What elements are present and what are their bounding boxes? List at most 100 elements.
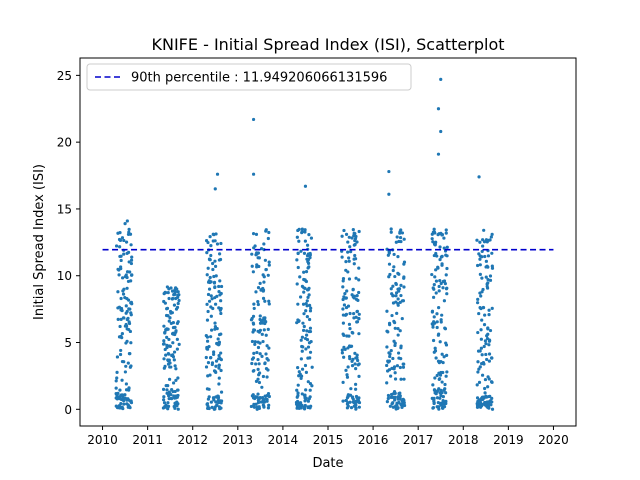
x-tick-label: 2017	[403, 433, 434, 447]
data-point	[343, 292, 347, 296]
data-point	[437, 289, 441, 293]
data-point	[255, 350, 259, 355]
data-point	[256, 377, 260, 381]
data-point	[308, 317, 312, 322]
data-point	[162, 395, 166, 399]
data-point	[125, 309, 129, 314]
data-point	[172, 404, 176, 409]
data-point	[119, 258, 123, 263]
data-point	[126, 361, 130, 365]
data-point	[255, 265, 259, 269]
data-point	[124, 322, 128, 327]
data-point	[347, 354, 352, 359]
data-point	[398, 230, 402, 234]
data-point	[433, 376, 437, 380]
data-point	[351, 228, 355, 232]
data-point	[490, 232, 494, 236]
data-point	[304, 347, 308, 351]
data-point	[480, 318, 484, 322]
data-point	[347, 334, 351, 338]
data-point	[436, 107, 441, 111]
data-point	[217, 333, 222, 337]
data-point	[267, 346, 271, 350]
data-point	[303, 363, 308, 368]
data-point	[357, 312, 361, 316]
data-point	[344, 398, 348, 402]
data-point	[215, 326, 219, 331]
data-point	[399, 357, 403, 361]
data-point	[296, 318, 300, 322]
data-point	[486, 254, 491, 258]
data-point	[342, 345, 346, 349]
data-point	[352, 401, 356, 405]
data-point	[439, 394, 443, 398]
data-point	[301, 302, 306, 306]
data-point	[480, 373, 485, 377]
data-point	[177, 342, 181, 346]
data-point	[304, 302, 308, 306]
data-point	[430, 237, 434, 241]
data-point	[207, 406, 211, 411]
legend: 90th percentile : 11.949206066131596	[86, 63, 412, 91]
data-point	[250, 316, 254, 321]
data-point	[116, 267, 120, 271]
data-point	[340, 348, 344, 352]
data-point	[344, 268, 348, 272]
data-point	[302, 312, 306, 316]
data-point	[300, 392, 304, 396]
data-point	[308, 388, 312, 392]
data-point	[433, 243, 437, 247]
data-point	[441, 398, 445, 403]
data-point	[432, 283, 436, 287]
data-point	[124, 364, 128, 368]
data-point	[219, 241, 223, 246]
data-point	[393, 343, 397, 348]
data-point	[490, 264, 494, 268]
data-point	[165, 306, 170, 310]
data-point	[121, 406, 125, 411]
data-point	[395, 235, 399, 239]
data-point	[402, 403, 407, 408]
data-point	[129, 261, 134, 266]
data-point	[264, 267, 268, 272]
data-point	[303, 184, 308, 188]
data-point	[393, 398, 397, 402]
data-point	[357, 278, 361, 282]
data-point	[482, 323, 487, 327]
data-point	[210, 405, 214, 410]
data-point	[435, 396, 440, 400]
data-point	[214, 359, 219, 363]
data-point	[171, 381, 176, 385]
data-point	[479, 405, 483, 409]
data-point	[172, 303, 177, 307]
data-point	[219, 401, 223, 405]
y-tick-label: 25	[57, 69, 72, 83]
data-point	[205, 402, 210, 406]
data-point	[166, 291, 170, 295]
data-point	[117, 237, 122, 242]
data-point	[250, 357, 255, 361]
data-point	[439, 370, 443, 375]
data-point	[211, 267, 215, 272]
data-point	[432, 315, 436, 319]
data-point	[341, 307, 345, 311]
data-point	[481, 287, 485, 292]
data-point	[174, 296, 178, 301]
data-point	[388, 272, 392, 277]
data-point	[344, 296, 348, 300]
data-point	[354, 276, 358, 280]
data-point	[488, 328, 493, 333]
data-point	[402, 377, 406, 381]
data-point	[257, 256, 261, 260]
data-point	[476, 301, 480, 305]
data-point	[167, 337, 171, 342]
data-point	[483, 339, 488, 343]
data-point	[437, 284, 441, 289]
data-point	[175, 305, 180, 310]
data-point	[297, 239, 301, 243]
data-point	[123, 370, 127, 374]
data-point	[341, 313, 345, 317]
data-point	[209, 244, 213, 248]
data-point	[217, 353, 221, 358]
data-point	[251, 393, 255, 397]
